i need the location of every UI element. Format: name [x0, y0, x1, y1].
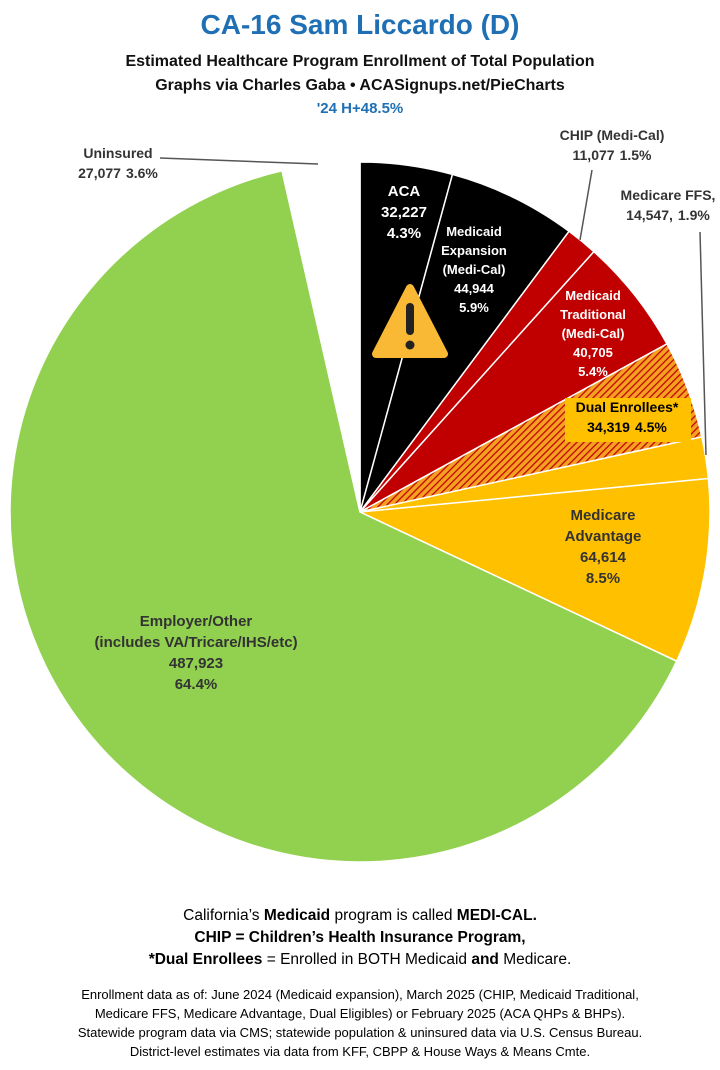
slice-label: Medicaid Expansion (Medi-Cal) 44,944 5.9% — [441, 224, 507, 315]
slice-label: Dual Enrollees* 34,319 4.5% — [576, 399, 679, 435]
slice-name: (Medi-Cal) — [443, 262, 506, 277]
note-segment: and — [471, 951, 499, 968]
source-line: Statewide program data via CMS; statewid… — [78, 1025, 642, 1040]
annotation: '24 H+48.5% — [317, 100, 404, 117]
notes: California’s Medicaid program is called … — [149, 907, 572, 968]
percent-label: 3.6% — [126, 165, 158, 181]
slice-label: Medicaid Traditional (Medi-Cal) 40,705 5.4% — [560, 288, 626, 379]
percent-label: 1.5% — [620, 147, 652, 163]
note-segment: California’s — [183, 907, 264, 924]
subtitle: Estimated Healthcare Program Enrollment … — [125, 53, 594, 70]
slice-name: CHIP (Medi-Cal) — [560, 127, 665, 143]
slice-name: Expansion — [441, 243, 507, 258]
value-label: 27,077 — [78, 165, 121, 181]
slice-name: ACA — [388, 183, 421, 200]
slice-name: Medicaid — [565, 288, 621, 303]
labels: ACA 32,227 4.3% Medicaid Expansion (Medi-Cal)… — [78, 127, 715, 693]
pie-slice — [359, 173, 571, 513]
percent-label: 5.4% — [578, 364, 608, 379]
source-line: District-level estimates via data from K… — [130, 1044, 590, 1059]
value-label: 44,944 — [454, 281, 495, 296]
note-segment: MEDI-CAL. — [457, 907, 537, 924]
slice-name: Medicare — [570, 507, 635, 524]
slice-name: Medicare FFS, — [621, 187, 716, 203]
slice-name: Traditional — [560, 307, 626, 322]
leader-line — [159, 157, 319, 165]
warning-icon — [372, 284, 448, 358]
pie-slice — [9, 169, 678, 863]
percent-label: 4.3% — [387, 225, 421, 242]
percent-label: 5.9% — [459, 300, 489, 315]
slice-label: CHIP (Medi-Cal) 11,077 1.5% — [560, 127, 665, 163]
slice-name: (includes VA/Tricare/IHS/etc) — [94, 634, 297, 651]
note-segment: program is called — [330, 907, 457, 924]
slice-name: Employer/Other — [140, 613, 253, 630]
leader-line — [579, 169, 593, 241]
leader-line — [699, 231, 707, 456]
note-segment: Medicare. — [499, 951, 571, 968]
label-box — [565, 398, 691, 442]
slice-label: ACA 32,227 4.3% — [381, 183, 427, 242]
value-label: 487,923 — [169, 655, 223, 672]
value-label: 34,319 — [587, 419, 630, 435]
percent-label: 4.5% — [635, 419, 667, 435]
slice-name: Advantage — [565, 528, 642, 545]
pie — [9, 161, 711, 863]
source-line: Enrollment data as of: June 2024 (Medica… — [81, 987, 639, 1002]
value-label: 14,547, — [626, 207, 673, 223]
slice-label: Medicare Advantage 64,614 8.5% — [565, 507, 642, 587]
slice-name: (Medi-Cal) — [562, 326, 625, 341]
percent-label: 64.4% — [175, 676, 218, 693]
note-line: CHIP = Children’s Health Insurance Progr… — [194, 929, 525, 946]
value-label: 32,227 — [381, 204, 427, 221]
pie-slice — [357, 477, 711, 663]
slice-name: Uninsured — [83, 145, 152, 161]
pie-slice — [281, 161, 361, 513]
percent-label: 8.5% — [586, 570, 620, 587]
subtitle: Graphs via Charles Gaba • ACASignups.net… — [155, 77, 565, 94]
slice-name: Dual Enrollees* — [576, 399, 679, 415]
source-line: Medicare FFS, Medicare Advantage, Dual E… — [95, 1006, 625, 1021]
value-label: 11,077 — [573, 147, 615, 163]
note-line: *Dual Enrollees = Enrolled in BOTH Medic… — [149, 951, 572, 968]
percent-label: 1.9% — [678, 207, 710, 223]
note-segment: = Enrolled in BOTH Medicaid — [262, 951, 471, 968]
slice-label: Medicare FFS, 14,547, 1.9% — [621, 187, 716, 223]
chart-title: CA-16 Sam Liccardo (D) — [201, 9, 520, 40]
slice-name: Medicaid — [446, 224, 502, 239]
slice-label: Uninsured 27,077 3.6% — [78, 145, 158, 181]
value-label: 64,614 — [580, 549, 627, 566]
source: Enrollment data as of: June 2024 (Medica… — [78, 987, 642, 1059]
note-segment: Medicaid — [264, 907, 330, 924]
note-segment: CHIP = Children’s Health Insurance Progr… — [194, 929, 525, 946]
slice-label: Employer/Other (includes VA/Tricare/IHS/e… — [94, 613, 297, 693]
note-line: California’s Medicaid program is called … — [183, 907, 537, 924]
value-label: 40,705 — [573, 345, 613, 360]
note-segment: *Dual Enrollees — [149, 951, 263, 968]
